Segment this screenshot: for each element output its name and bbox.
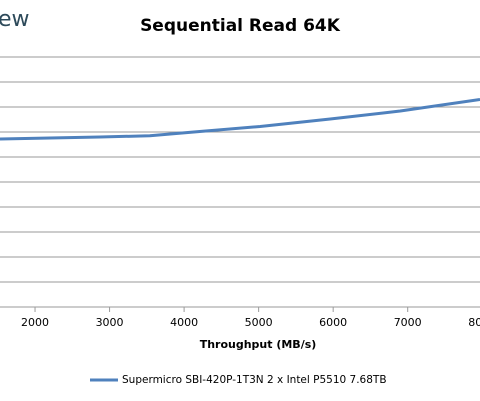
logo: ew — [0, 7, 30, 32]
chart-title: Sequential Read 64K — [140, 16, 341, 36]
x-axis-label: Throughput (MB/s) — [200, 338, 317, 351]
legend-label: Supermicro SBI-420P-1T3N 2 x Intel P5510… — [122, 374, 387, 386]
x-tick-label: 6000 — [319, 316, 347, 329]
x-tick-label: 8000 — [468, 316, 480, 329]
x-tick-label: 7000 — [394, 316, 422, 329]
data-line — [0, 98, 480, 141]
x-tick-label: 4000 — [170, 316, 198, 329]
x-tick-label: 3000 — [96, 316, 124, 329]
x-tick-label: 2000 — [21, 316, 49, 329]
x-tick-label: 5000 — [245, 316, 273, 329]
